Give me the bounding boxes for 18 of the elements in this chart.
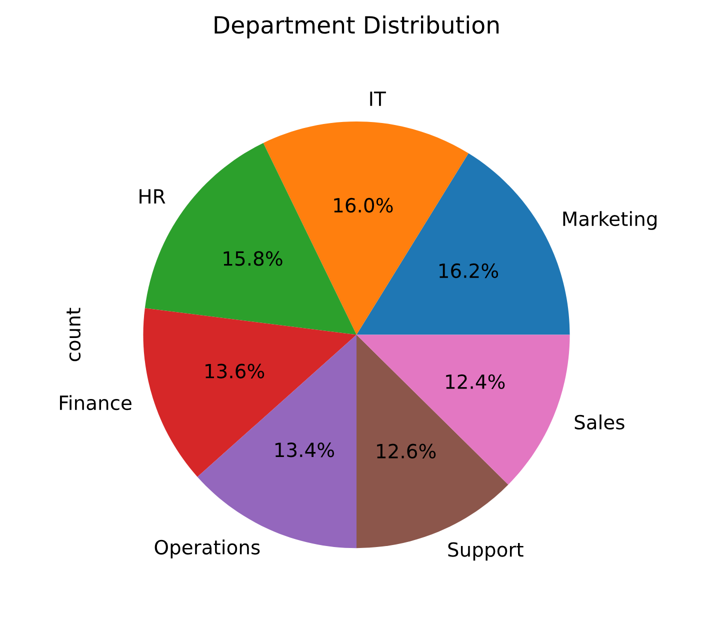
chart-title: Department Distribution xyxy=(214,16,499,38)
slice-label: Support xyxy=(448,542,524,561)
data-label: 15.8% xyxy=(224,251,282,266)
slice-label: IT xyxy=(370,92,386,106)
pie-slice xyxy=(143,308,356,477)
data-label: 13.6% xyxy=(206,364,264,378)
slice-label: Finance xyxy=(60,395,132,410)
data-label: 16.0% xyxy=(334,198,393,213)
data-label: 12.4% xyxy=(446,374,505,390)
slice-label: Operations xyxy=(154,540,260,558)
slice-label: Sales xyxy=(574,414,624,430)
data-label: 12.6% xyxy=(377,444,436,459)
text: count xyxy=(66,308,81,362)
slice-label: Marketing xyxy=(563,211,657,230)
slice-label: HR xyxy=(140,189,166,204)
pie-slice xyxy=(356,334,570,485)
data-label: 16.2% xyxy=(440,263,498,278)
data-label: 13.4% xyxy=(275,442,334,458)
